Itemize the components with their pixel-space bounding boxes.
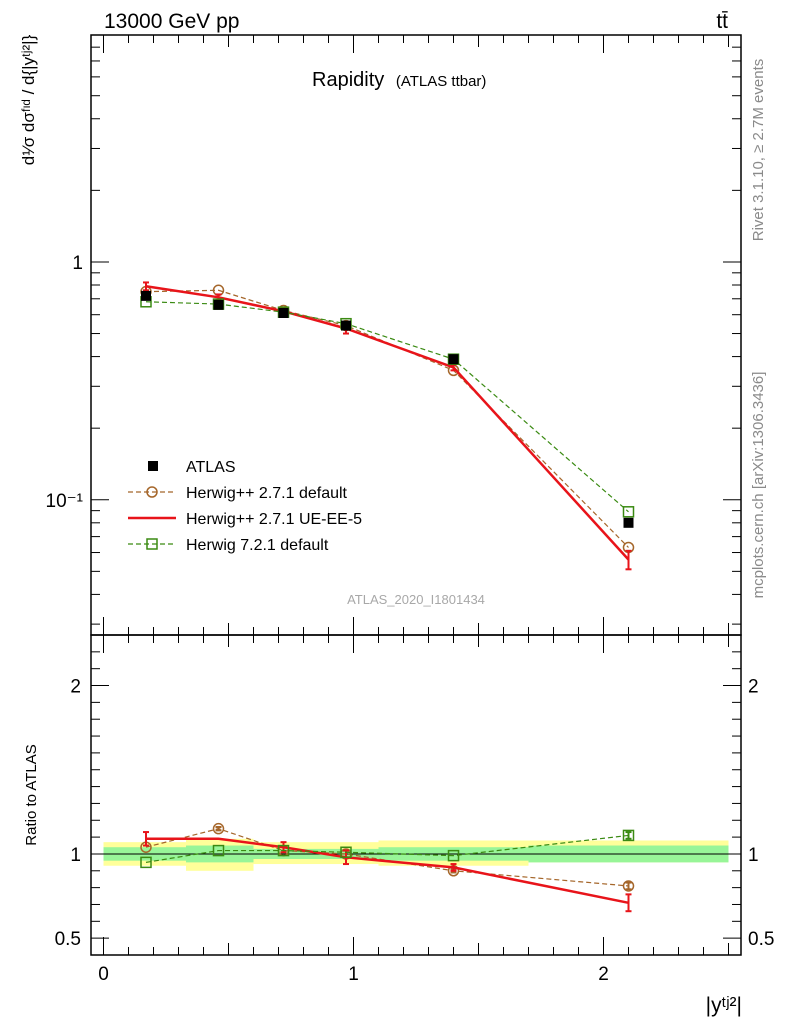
main-line-herwig-2-7-1-ue-ee-5	[145, 285, 630, 561]
ratio-point-herwig-7-2-1-default	[340, 846, 352, 859]
legend-label: Herwig++ 2.7.1 UE-EE-5	[186, 511, 362, 528]
x-axis-label: |yᵗʲ²|	[706, 994, 742, 1017]
ratio-point-herwig-7-2-1-default	[212, 844, 225, 857]
legend-item-herwig-7-2-1-default: Herwig 7.2.1 default	[128, 537, 329, 554]
ratio-y-tick-label-right: 2	[748, 677, 759, 698]
source-label: mcplots.cern.ch [arXiv:1306.3436]	[750, 372, 767, 599]
x-tick-label: 0	[98, 964, 109, 985]
ratio-point-herwig-7-2-1-default	[140, 856, 152, 869]
ratio-y-tick-label-right: 1	[748, 845, 759, 866]
legend-marker	[148, 461, 158, 471]
main-title-text: Rapidity	[312, 69, 384, 91]
main-line-herwig-7-2-1-default	[145, 301, 629, 513]
main-title: Rapidity (ATLAS ttbar)	[312, 69, 486, 91]
main-point-atlas	[623, 517, 634, 528]
header-energy-label: 13000 GeV pp	[104, 10, 239, 33]
analysis-id-label: ATLAS_2020_I1801434	[347, 592, 485, 607]
main-y-tick-label: 10⁻¹	[46, 491, 84, 512]
header-process-label: tt̄	[716, 10, 728, 33]
x-tick-label: 2	[598, 964, 609, 985]
ratio-panel-frame	[90, 634, 742, 956]
ratio-y-tick-label-right: 0.5	[748, 929, 774, 950]
legend: ATLAS Herwig++ 2.7.1 default Herwig++ 2.7.…	[128, 459, 362, 554]
main-point-atlas	[141, 290, 151, 301]
main-y-tick-label: 1	[72, 253, 83, 274]
ratio-y-tick-label-left: 0.5	[55, 929, 81, 950]
legend-item-atlas: ATLAS	[148, 459, 236, 476]
main-point-herwig-7-2-1-default	[622, 506, 635, 518]
main-point-atlas	[278, 307, 289, 318]
ratio-point-herwig-7-2-1-default	[622, 829, 635, 842]
ratio-y-tick-label-left: 1	[70, 845, 81, 866]
main-point-atlas	[213, 299, 224, 310]
ratio-point-herwig-7-2-1-default	[277, 844, 290, 857]
ratio-point-herwig-2-7-1-default	[212, 822, 225, 835]
main-line-herwig-2-7-1-default	[145, 289, 629, 548]
ratio-y-tick-label-left: 2	[70, 677, 81, 698]
ratio-plot-layer	[103, 822, 741, 913]
ratio-point-herwig-2-7-1-default	[622, 880, 635, 892]
legend-item-herwig-2-7-1-ue-ee-5: Herwig++ 2.7.1 UE-EE-5	[128, 511, 362, 528]
main-plot-layer	[140, 281, 635, 571]
main-point-atlas	[341, 320, 351, 331]
ratio-point-herwig-7-2-1-default	[447, 849, 460, 862]
legend-marker	[146, 538, 158, 550]
ratio-line-herwig-7-2-1-default	[145, 834, 629, 863]
main-ylabel: d¹⁄σ dσᶠᶦᵈ / d{|yᵗʲ²|}	[19, 34, 38, 165]
main-subtitle-text: (ATLAS ttbar)	[396, 73, 487, 90]
x-tick-label: 1	[348, 964, 359, 985]
axes-layer: 1 10⁻¹ 2 2 1 1 0.5 0.5 0 1 2	[46, 34, 774, 985]
legend-label: Herwig 7.2.1 default	[186, 537, 329, 554]
rivet-version-label: Rivet 3.1.10, ≥ 2.7M events	[750, 59, 767, 242]
main-point-atlas	[448, 354, 459, 365]
ratio-ylabel: Ratio to ATLAS	[23, 744, 40, 845]
legend-label: ATLAS	[186, 459, 236, 476]
legend-item-herwig-2-7-1-default: Herwig++ 2.7.1 default	[128, 485, 348, 502]
ratio-line-herwig-2-7-1-ue-ee-5	[146, 837, 629, 905]
legend-label: Herwig++ 2.7.1 default	[186, 485, 348, 502]
legend-marker	[146, 486, 158, 498]
